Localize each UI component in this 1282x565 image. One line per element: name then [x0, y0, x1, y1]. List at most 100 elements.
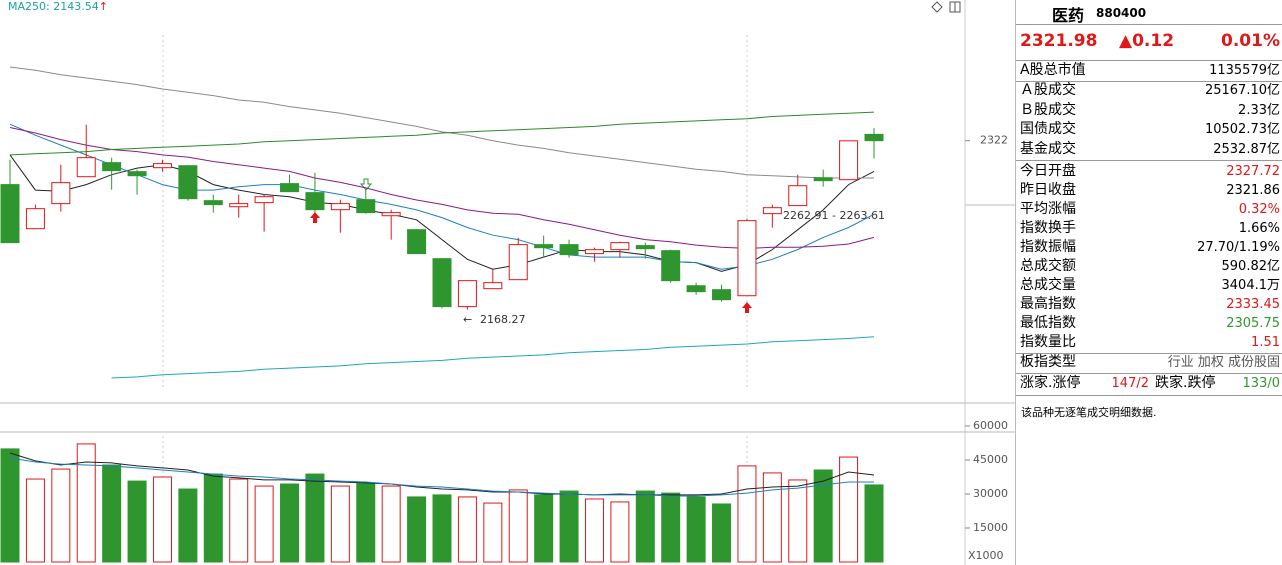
stat-row: Ａ股成交 25167.10亿: [1020, 81, 1280, 100]
candle-body: [712, 289, 732, 301]
stat-value: 10502.73亿: [1204, 122, 1280, 137]
volume-bar: [178, 488, 198, 563]
candle-body: [432, 258, 452, 308]
ma-line: [9, 127, 875, 249]
volume-bar: [25, 478, 45, 563]
candle-body: [330, 203, 350, 211]
candle-body: [610, 242, 630, 251]
stat-row: 指数换手 1.66%: [1020, 219, 1280, 238]
stat-label: Ａ股成交: [1020, 82, 1076, 98]
stat-label: 国债成交: [1020, 121, 1076, 137]
candle-body: [635, 245, 655, 250]
volume-bar: [483, 502, 503, 563]
chart-area: ← 2168.27 2262.91 - 2263.61 X1000 2322 15…: [0, 0, 1015, 565]
candle-body: [813, 177, 833, 182]
stat-label: Ｂ股成交: [1020, 102, 1076, 118]
stat-label: 最低指数: [1020, 315, 1076, 331]
up-label: 涨家.涨停: [1020, 375, 1081, 391]
candle-body: [254, 196, 274, 204]
ma-name: MA250: [8, 0, 47, 13]
stat-label: 昨日收盘: [1020, 182, 1076, 198]
ma-line: [9, 452, 875, 496]
candle-body: [864, 133, 884, 142]
candle-body: [51, 182, 71, 205]
volume-bar: [813, 469, 833, 563]
diamond-icon[interactable]: [931, 1, 943, 13]
candle-body: [483, 282, 503, 290]
candle-body: [508, 244, 528, 281]
ma-label: MA250: 2143.54↑: [8, 0, 108, 13]
volume-bar: [686, 496, 706, 563]
volume-bar: [76, 443, 96, 563]
stat-value: 行业 加权 成份股固: [1167, 355, 1280, 370]
unit-label: X1000: [968, 549, 1004, 562]
volume-bar: [559, 490, 579, 563]
volume-bar: [457, 496, 477, 563]
stat-value: 2305.75: [1226, 316, 1280, 331]
ma-line: [9, 123, 875, 270]
candle-body: [229, 203, 249, 208]
volume-bar: [152, 476, 172, 563]
stat-row: 指数振幅 27.70/1.19%: [1020, 238, 1280, 257]
stat-label: 总成交额: [1020, 258, 1076, 274]
volume-bar: [737, 465, 757, 563]
stat-label: 指数振幅: [1020, 239, 1076, 255]
signal-arrow: [310, 212, 320, 223]
candle-body: [127, 171, 147, 177]
volume-bar: [254, 485, 274, 563]
volume-bar: [584, 498, 604, 563]
signal-arrow: [359, 178, 373, 191]
ma-line: [9, 66, 874, 179]
stat-label: 指数换手: [1020, 220, 1076, 236]
candle-body: [280, 183, 300, 193]
candle-body: [381, 212, 401, 217]
stat-row: 指数量比 1.51: [1020, 333, 1280, 352]
ma-line: [111, 336, 875, 379]
stat-label: 最高指数: [1020, 296, 1076, 312]
stat-label: 总成交量: [1020, 277, 1076, 293]
stat-value: 0.32%: [1238, 202, 1280, 217]
stat-value: 27.70/1.19%: [1197, 240, 1280, 255]
breadth-row: 涨家.涨停 147/2 跌家.跌停 133/0: [1020, 374, 1280, 393]
volume-bar: [508, 489, 528, 563]
stat-label: 今日开盘: [1020, 163, 1076, 179]
ma-line: [9, 111, 875, 156]
down-label: 跌家.跌停: [1155, 375, 1216, 391]
stock-name: 医药: [1052, 6, 1085, 25]
stat-row: 总成交量 3404.1万: [1020, 276, 1280, 295]
signal-arrow: [742, 302, 752, 313]
stat-value: 2333.45: [1226, 297, 1280, 312]
stat-value: 2321.86: [1226, 183, 1280, 198]
stat-row: 最高指数 2333.45: [1020, 295, 1280, 314]
stat-row: 平均涨幅 0.32%: [1020, 200, 1280, 219]
volume-bar: [0, 448, 20, 563]
candle-body: [686, 285, 706, 293]
ma-line: [9, 457, 874, 497]
stat-label: A股总市值: [1020, 62, 1086, 78]
volume-bar: [839, 456, 859, 563]
price-change-pct: 0.01%: [1221, 31, 1280, 51]
volume-bar: [610, 501, 630, 563]
volume-bar: [127, 480, 147, 563]
stat-row: 板指类型 行业 加权 成份股固: [1020, 353, 1280, 372]
stock-code: 880400: [1096, 6, 1147, 20]
stat-value: 3404.1万: [1221, 278, 1281, 293]
candle-body: [559, 244, 579, 256]
volume-bar: [661, 492, 681, 563]
candle-body: [584, 249, 604, 255]
candle-body: [534, 244, 554, 249]
volume-bar: [864, 484, 884, 563]
stat-row: 基金成交 2532.87亿: [1020, 140, 1280, 159]
footer-note: 该品种无逐笔成交明细数据.: [1021, 406, 1157, 419]
volume-bar: [356, 482, 376, 563]
stat-row: A股总市值 1135579亿: [1020, 61, 1280, 80]
quote-panel: 医药 880400 2321.98 ▲0.12 0.01% A股总市值 11355…: [1015, 0, 1282, 565]
candle-body: [788, 185, 808, 207]
candle-body: [762, 207, 782, 215]
y-tick-label: 2322: [980, 134, 1008, 147]
candle-body: [839, 140, 859, 181]
candle-body: [203, 200, 223, 206]
volume-bar: [534, 494, 554, 563]
stat-label: 板指类型: [1020, 354, 1076, 370]
volume-bar: [407, 496, 427, 563]
